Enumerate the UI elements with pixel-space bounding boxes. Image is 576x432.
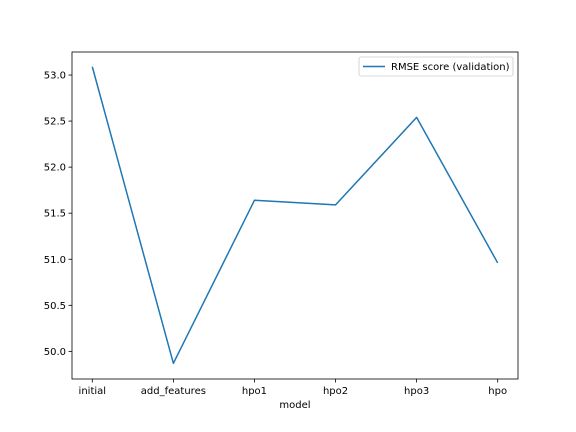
x-tick-label: hpo2 <box>323 386 348 397</box>
series-layer <box>91 66 499 365</box>
y-tick-label: 51.5 <box>44 209 66 220</box>
x-tick-label: hpo <box>488 386 507 397</box>
x-tick-label: add_features <box>141 386 206 397</box>
x-tick-label: hpo1 <box>242 386 267 397</box>
x-tick-label: initial <box>79 386 107 397</box>
legend: RMSE score (validation) <box>358 56 514 77</box>
y-tick-label: 53.0 <box>44 71 66 82</box>
y-tick-label: 51.0 <box>44 255 66 266</box>
y-tick-label: 50.5 <box>44 301 66 312</box>
legend-box <box>358 56 514 77</box>
y-tick-label: 50.0 <box>44 347 66 358</box>
y-tick-label: 52.0 <box>44 163 66 174</box>
x-tick-label: hpo3 <box>404 386 429 397</box>
plot-frame <box>71 51 519 380</box>
x-axis-title: model <box>279 400 310 411</box>
ticks-layer: initial add_features hpo1 hpo2 hpo3 hpo 50.0 50… <box>44 71 507 397</box>
series-line <box>91 66 499 365</box>
legend-label: RMSE score (validation) <box>391 62 510 73</box>
plot-area <box>72 52 518 379</box>
y-tick-label: 52.5 <box>44 117 66 128</box>
